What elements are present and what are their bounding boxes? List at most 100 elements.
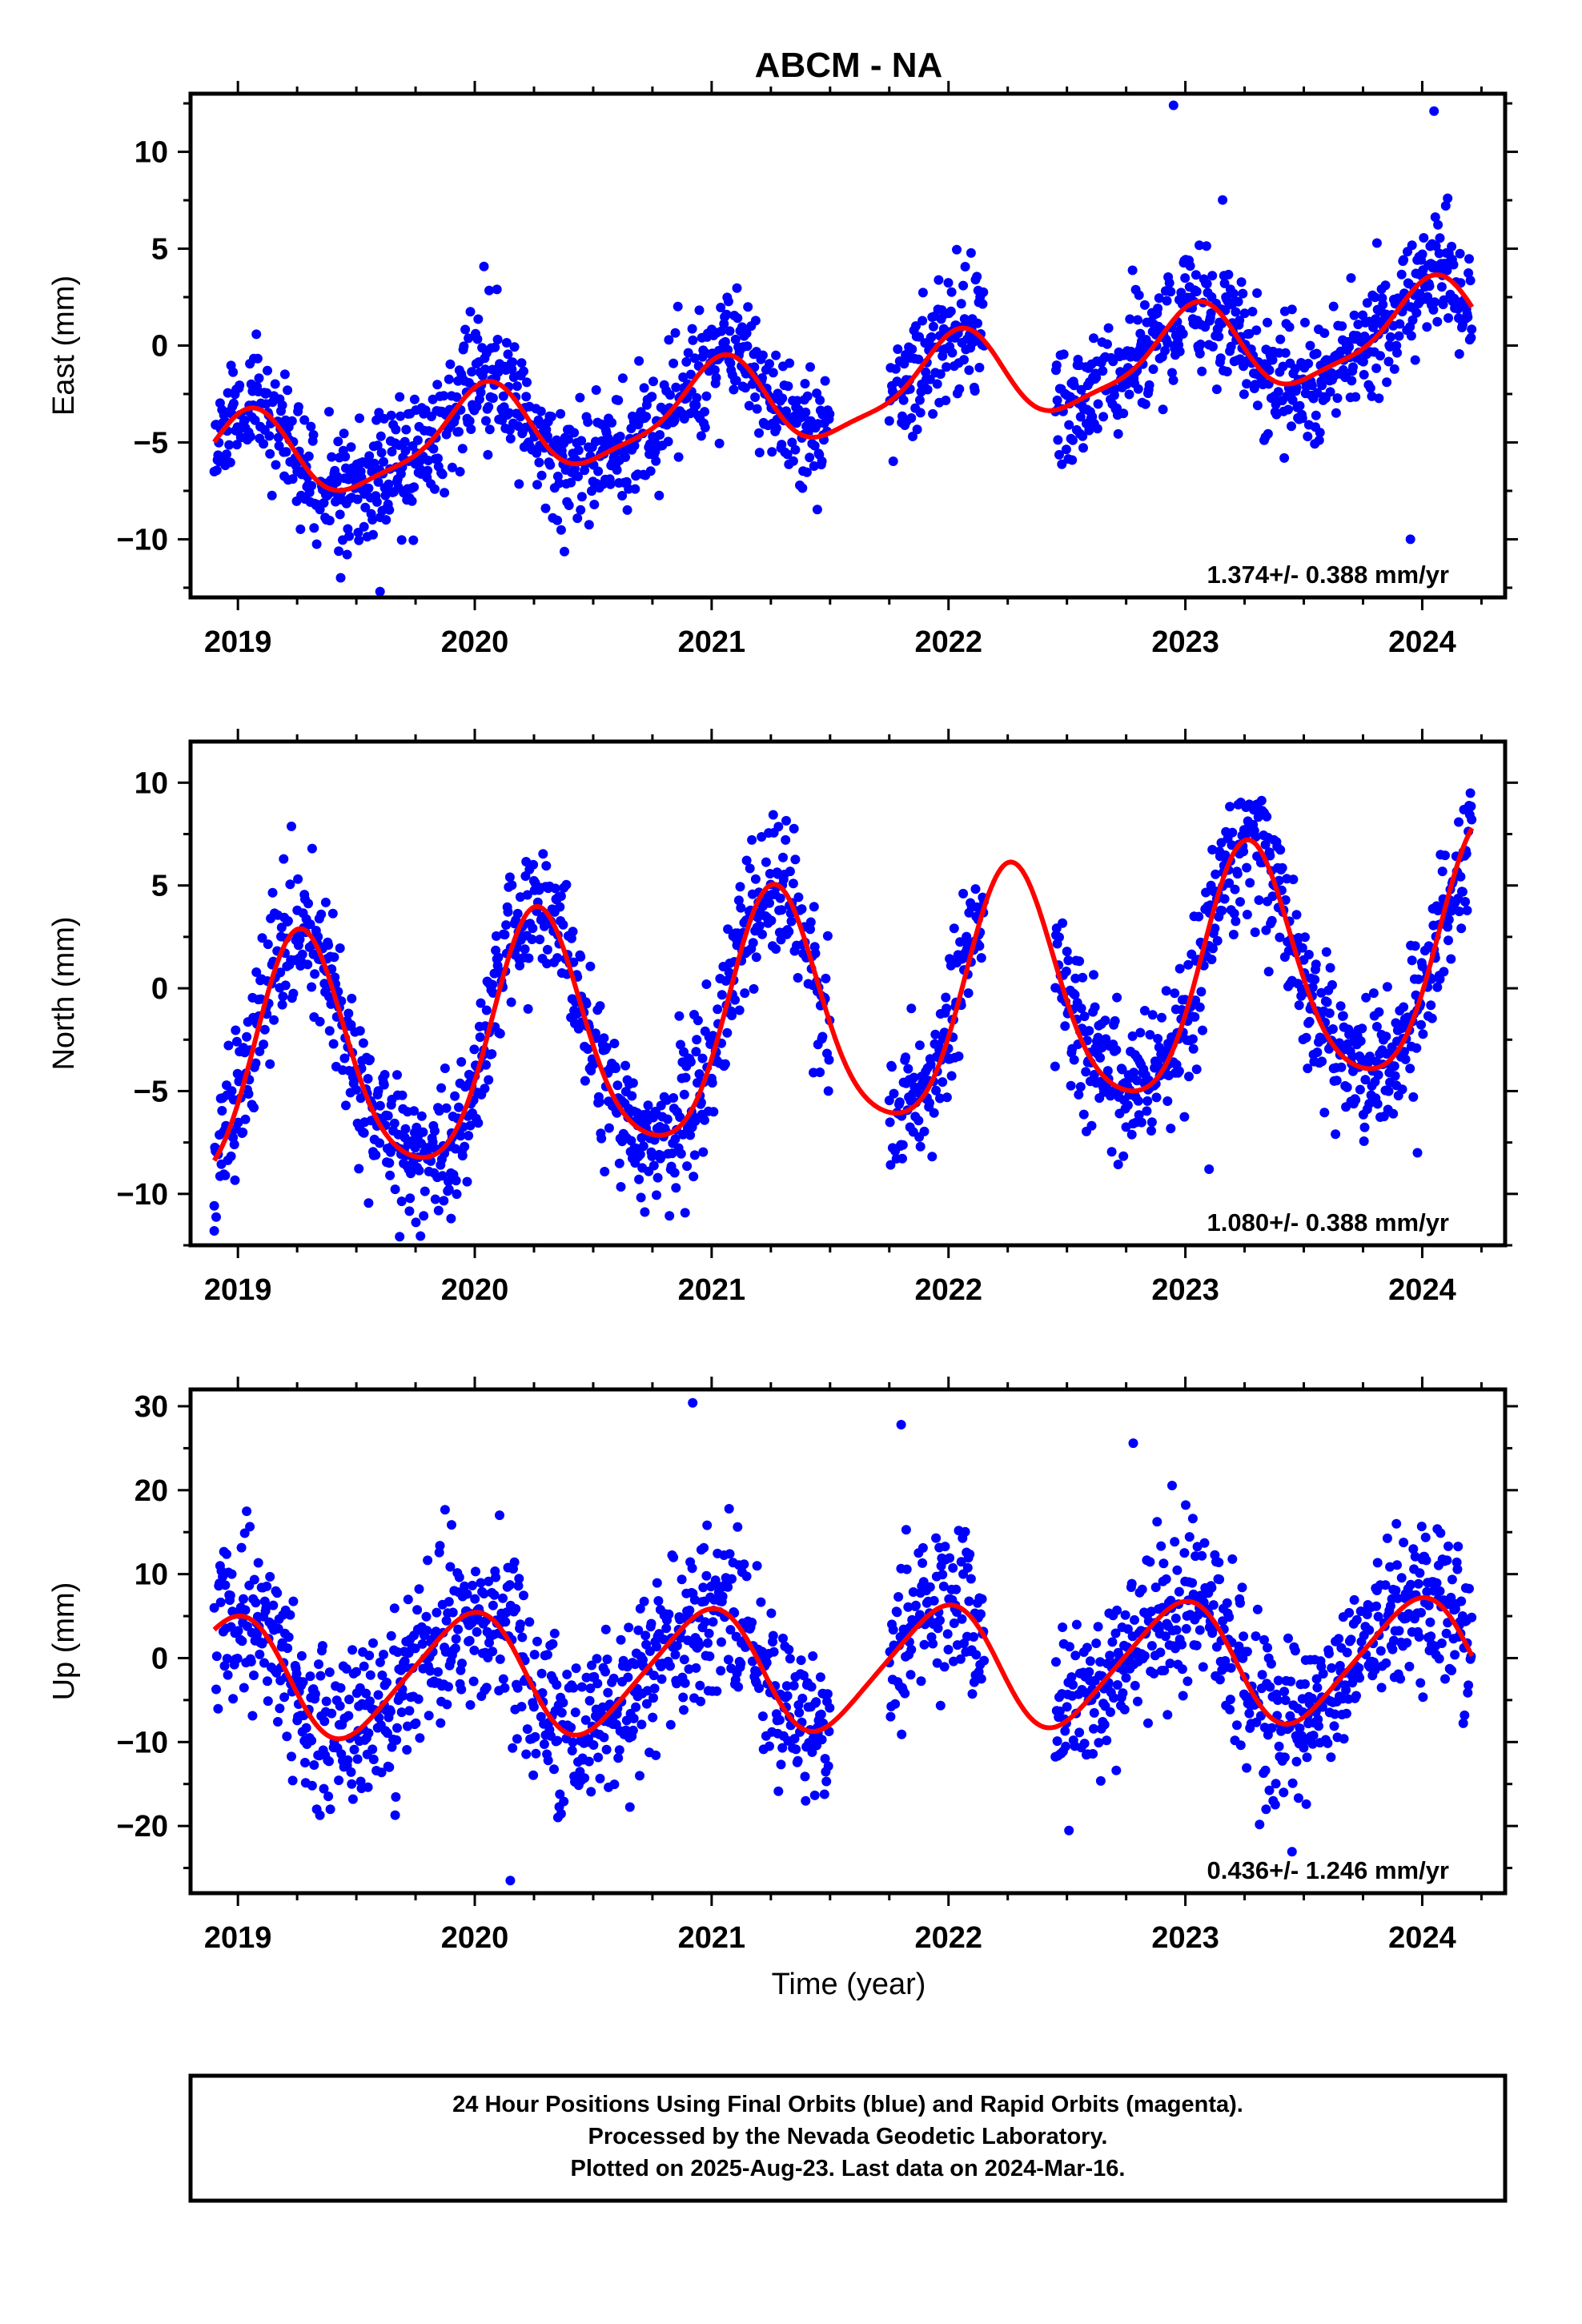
- data-point: [358, 1038, 368, 1048]
- data-point: [383, 1111, 393, 1121]
- data-point: [576, 951, 586, 962]
- x-tick-label: 2022: [914, 1273, 982, 1307]
- data-point: [1406, 1579, 1416, 1590]
- data-point: [257, 933, 267, 943]
- data-point: [564, 501, 574, 510]
- data-point: [1443, 193, 1453, 203]
- data-point: [307, 982, 317, 992]
- data-point: [1069, 1055, 1079, 1065]
- data-point: [1329, 1721, 1339, 1731]
- data-point: [329, 952, 339, 963]
- data-point: [951, 1584, 962, 1594]
- data-point: [1225, 802, 1235, 812]
- data-point: [664, 335, 674, 345]
- data-point: [567, 1746, 577, 1755]
- data-point: [970, 884, 981, 895]
- data-point: [681, 356, 692, 367]
- data-point: [575, 392, 585, 403]
- y-tick-label: 5: [151, 870, 168, 903]
- data-point: [1303, 359, 1314, 368]
- data-point: [1052, 395, 1062, 405]
- data-point: [1439, 295, 1449, 305]
- data-point: [1279, 1687, 1290, 1697]
- data-point: [635, 1603, 645, 1614]
- data-point: [432, 380, 443, 390]
- data-point: [398, 1691, 408, 1701]
- data-point: [777, 905, 787, 915]
- data-point: [671, 382, 681, 392]
- data-point: [297, 949, 307, 959]
- data-point: [528, 1702, 539, 1712]
- data-point: [288, 988, 299, 999]
- data-point: [1162, 296, 1172, 306]
- data-point: [805, 362, 815, 372]
- data-point: [740, 988, 750, 999]
- data-point: [1419, 233, 1429, 243]
- data-point: [493, 367, 504, 377]
- data-point: [469, 1645, 480, 1655]
- data-point: [608, 1673, 619, 1683]
- data-point: [517, 1632, 528, 1642]
- data-point: [460, 324, 471, 335]
- data-point: [938, 1570, 948, 1580]
- data-point: [687, 324, 697, 334]
- data-point: [479, 261, 489, 271]
- data-point: [522, 1724, 532, 1735]
- data-point: [1091, 1638, 1102, 1648]
- data-point: [1184, 1532, 1195, 1542]
- data-point: [925, 374, 935, 384]
- data-point: [396, 411, 406, 421]
- data-point: [717, 1637, 726, 1647]
- data-point: [1170, 988, 1180, 999]
- data-point: [1133, 1096, 1143, 1106]
- data-point: [508, 1743, 518, 1753]
- data-point: [888, 456, 898, 466]
- data-point: [500, 1683, 510, 1693]
- data-point-outlier: [1429, 106, 1439, 116]
- data-point: [368, 529, 378, 540]
- data-point: [512, 908, 523, 919]
- data-point: [931, 1533, 942, 1543]
- data-point: [556, 1808, 566, 1819]
- data-point: [484, 424, 495, 435]
- data-point: [784, 927, 794, 937]
- data-point: [647, 392, 657, 402]
- data-point: [1327, 1663, 1337, 1673]
- data-point: [1300, 1679, 1310, 1689]
- data-point: [700, 407, 709, 417]
- data-point: [1410, 355, 1420, 365]
- data-point: [580, 1076, 590, 1086]
- data-point: [275, 967, 286, 978]
- data-point: [731, 1631, 741, 1642]
- data-point: [450, 1091, 460, 1101]
- data-point: [1255, 1819, 1265, 1830]
- data-point: [741, 383, 750, 393]
- data-point: [897, 1140, 908, 1150]
- data-point: [732, 283, 742, 293]
- data-point: [913, 354, 924, 364]
- data-point: [484, 285, 494, 296]
- data-point: [685, 1605, 695, 1615]
- data-point: [1410, 941, 1420, 951]
- data-point: [1235, 316, 1245, 326]
- data-point: [1206, 308, 1216, 319]
- data-point: [367, 467, 377, 477]
- data-point: [532, 1636, 542, 1647]
- data-point: [1092, 424, 1102, 434]
- data-point: [465, 1700, 476, 1710]
- data-point: [580, 465, 590, 476]
- data-point: [1239, 308, 1250, 319]
- data-point: [534, 457, 544, 468]
- data-point: [568, 1737, 578, 1747]
- data-point: [1408, 1092, 1419, 1102]
- data-point: [1317, 1056, 1327, 1067]
- data-point: [667, 1148, 677, 1159]
- data-point: [593, 1752, 604, 1763]
- data-point: [807, 1747, 817, 1757]
- data-point: [1301, 1032, 1311, 1043]
- data-point: [724, 1504, 734, 1514]
- data-point: [1228, 930, 1239, 939]
- data-point: [698, 1582, 709, 1593]
- data-point: [1355, 1084, 1365, 1095]
- data-point: [408, 535, 419, 545]
